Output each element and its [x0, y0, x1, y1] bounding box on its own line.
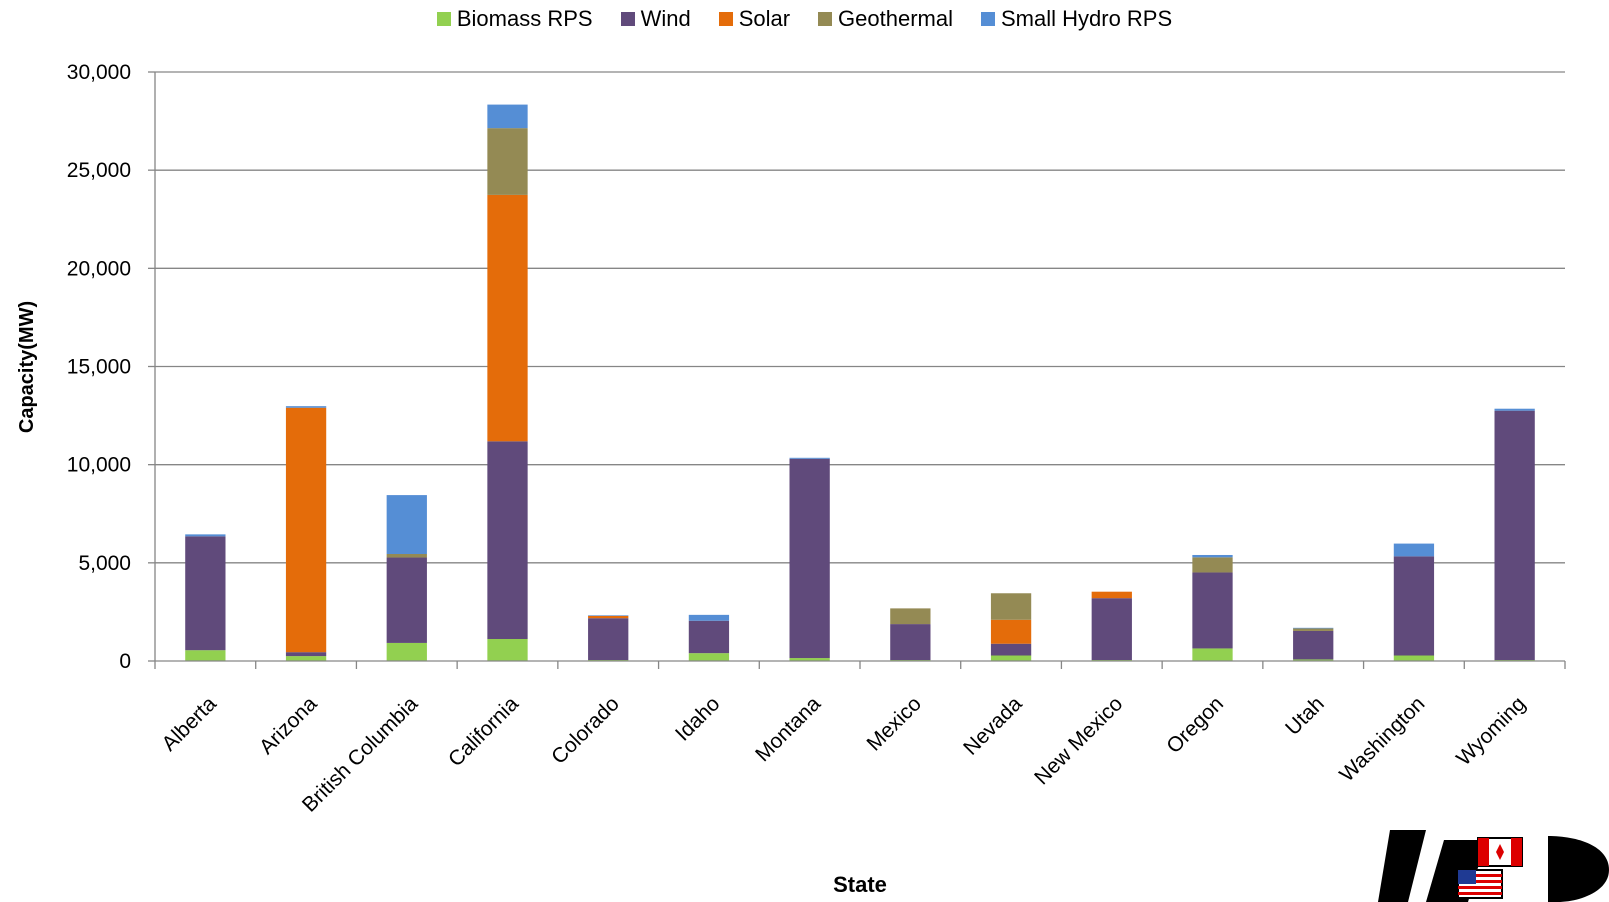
- bar-segment: [1192, 554, 1233, 558]
- x-tick-label: Mexico: [863, 692, 926, 755]
- wecc-logo-icon: [1368, 830, 1609, 902]
- bar-segment: [688, 620, 730, 654]
- bar-segment: [285, 407, 327, 653]
- bar-segment: [1293, 627, 1334, 629]
- bar-segment: [890, 608, 931, 625]
- bar-segment: [386, 495, 427, 554]
- y-tick-label: 30,000: [67, 61, 131, 84]
- bar-segment: [1293, 659, 1334, 661]
- legend-item-solar: Solar: [718, 6, 791, 32]
- bar-segment: [990, 619, 1032, 644]
- x-tick-label: Oregon: [1162, 692, 1228, 758]
- bar-segment: [1494, 408, 1535, 411]
- y-tick-labels: 0 5,000 10,000 15,000 20,000 25,000 30,000: [67, 61, 131, 673]
- bar-segment: [1393, 556, 1435, 656]
- legend-label-solar: Solar: [738, 6, 791, 31]
- x-tick-label: Utah: [1281, 692, 1329, 740]
- bar-segment: [285, 406, 327, 408]
- legend-item-biomass: Biomass RPS: [436, 6, 593, 32]
- bar-segment: [990, 655, 1032, 661]
- bar-segment: [285, 652, 327, 657]
- bar-segment: [588, 615, 629, 616]
- bar-segment: [1393, 655, 1435, 661]
- bar-segment: [487, 194, 528, 442]
- axes: [154, 72, 1566, 669]
- y-tick-label: 10,000: [67, 454, 131, 477]
- bar-segment: [588, 618, 629, 661]
- y-axis-label: Capacity(MW): [16, 301, 38, 433]
- legend-label-biomass: Biomass RPS: [456, 6, 593, 31]
- legend-label-small-hydro: Small Hydro RPS: [1001, 6, 1173, 31]
- bar-segment: [688, 614, 730, 621]
- legend-label-geothermal: Geothermal: [838, 6, 953, 31]
- bar-segment: [1192, 648, 1233, 661]
- x-tick-label: New Mexico: [1030, 692, 1127, 789]
- legend-item-wind: Wind: [620, 6, 691, 32]
- bar-segment: [185, 536, 226, 651]
- x-tick-label: Alberta: [158, 692, 222, 756]
- legend-label-wind: Wind: [640, 6, 691, 31]
- bar-segment: [487, 441, 528, 640]
- legend-swatch-wind: [620, 12, 635, 26]
- legend-swatch-geothermal: [818, 12, 833, 26]
- bar-segment: [487, 128, 528, 195]
- gridlines: [148, 71, 1565, 662]
- bars: [185, 104, 1535, 661]
- legend-item-small-hydro: Small Hydro RPS: [981, 6, 1172, 32]
- x-tick-label: California: [444, 692, 523, 771]
- bar-segment: [588, 615, 629, 619]
- bar-segment: [890, 624, 931, 661]
- bar-segment: [1192, 557, 1233, 573]
- bar-segment: [990, 593, 1032, 620]
- legend-swatch-biomass: [436, 12, 451, 26]
- bar-segment: [789, 457, 830, 459]
- bar-segment: [1091, 598, 1132, 661]
- bar-segment: [789, 458, 830, 659]
- bar-segment: [487, 104, 528, 129]
- bar-segment: [1494, 410, 1535, 661]
- bar-segment: [1192, 572, 1233, 649]
- x-tick-label: Arizona: [255, 692, 322, 759]
- x-tick-label: Nevada: [959, 692, 1027, 760]
- y-tick-label: 5,000: [78, 552, 131, 575]
- bar-segment: [990, 643, 1032, 656]
- x-tick-label: Colorado: [547, 692, 624, 769]
- bar-segment: [185, 534, 226, 537]
- chart-legend: Biomass RPS Wind Solar Geothermal Small …: [0, 6, 1609, 32]
- bar-segment: [487, 639, 528, 661]
- y-tick-label: 15,000: [67, 356, 131, 379]
- bar-segment: [1293, 628, 1334, 631]
- legend-swatch-solar: [718, 12, 733, 26]
- x-tick-label: Wyoming: [1452, 692, 1530, 770]
- bar-segment: [1393, 543, 1435, 557]
- x-tick-label: Washington: [1335, 692, 1429, 786]
- bar-segment: [185, 650, 226, 661]
- x-tick-label: Montana: [751, 692, 825, 766]
- y-tick-label: 0: [119, 650, 131, 673]
- bar-segment: [1091, 591, 1132, 599]
- legend-swatch-small-hydro: [981, 12, 995, 26]
- legend-item-geothermal: Geothermal: [818, 6, 953, 32]
- x-axis-label: State: [833, 872, 887, 897]
- x-tick-label: Idaho: [671, 692, 724, 745]
- bar-segment: [688, 653, 730, 661]
- bar-segment: [386, 557, 427, 643]
- bar-segment: [285, 656, 327, 661]
- bar-segment: [1293, 630, 1334, 660]
- y-tick-label: 20,000: [67, 257, 131, 280]
- y-tick-label: 25,000: [67, 159, 131, 182]
- bar-segment: [386, 642, 427, 661]
- bar-segment: [386, 553, 427, 558]
- bar-segment: [789, 658, 830, 661]
